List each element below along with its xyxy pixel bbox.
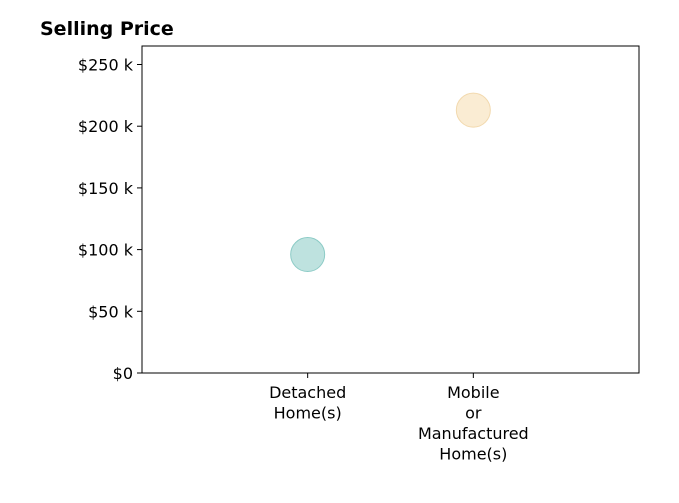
y-tick-label: $200 k: [78, 117, 134, 136]
y-tick-label: $250 k: [78, 56, 134, 75]
x-tick-label-line: Mobile: [447, 383, 499, 402]
y-tick-label: $0: [113, 364, 133, 383]
x-tick-label-line: Manufactured: [418, 424, 529, 443]
x-tick-label-line: Detached: [269, 383, 346, 402]
x-tick-label-line: or: [465, 404, 482, 423]
y-tick-label: $150 k: [78, 179, 134, 198]
y-tick-label: $100 k: [78, 241, 134, 260]
plot-area: $0 $50 k $100 k $150 k $200 k $250 k Detached H…: [78, 45, 640, 464]
y-tick-label: $50 k: [88, 302, 134, 321]
x-tick-label-line: Home(s): [439, 445, 507, 464]
x-tick-label-line: Home(s): [274, 404, 342, 423]
chart-title: Selling Price: [40, 18, 174, 40]
plot-frame: [141, 45, 640, 374]
x-tick-label: Mobile or Manufactured Home(s): [418, 383, 529, 464]
data-point: [455, 92, 491, 128]
x-tick-label: Detached Home(s): [269, 383, 346, 423]
data-point: [290, 237, 326, 273]
